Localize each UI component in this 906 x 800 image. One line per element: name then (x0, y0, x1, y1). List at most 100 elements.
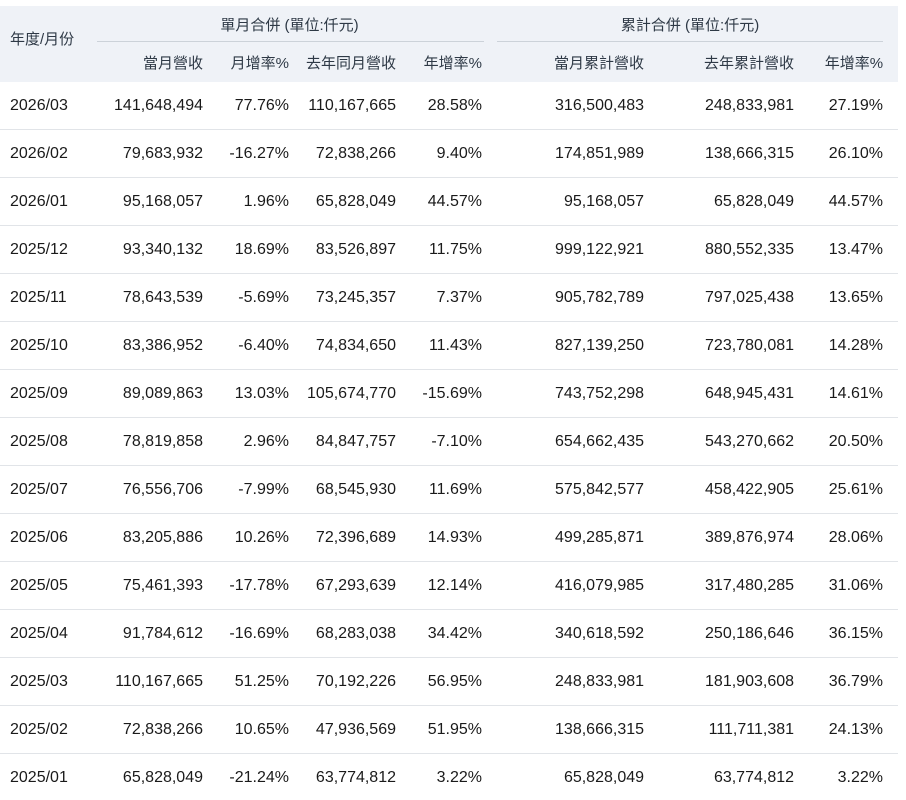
cell-prev-year-cumulative-revenue: 543,270,662 (646, 417, 797, 466)
cell-prev-year-cumulative-revenue: 63,774,812 (713, 768, 795, 786)
cell-prev-year-cumulative-revenue: 880,552,335 (646, 225, 797, 274)
cell-prev-year-month-revenue: 65,828,049 (291, 177, 398, 226)
cell-prev-year-cumulative-revenue: 250,186,646 (646, 609, 797, 658)
cell-yoy-growth: 56.95% (398, 657, 485, 706)
cell-cumulative-yoy-growth: 36.79% (796, 657, 899, 706)
cell-prev-year-month-revenue: 83,526,897 (291, 225, 398, 274)
cell-month: 2025/06 (0, 513, 95, 562)
cell-prev-year-month-revenue: 72,396,689 (291, 513, 398, 562)
cell-month: 2025/11 (0, 273, 95, 322)
cell-cumulative-yoy-growth: 27.19% (796, 82, 899, 130)
monthly-revenue-section: 年度/月份 單月合併 (單位:仟元) 累計合併 (單位:仟元) 當月營收 月增率… (0, 6, 899, 800)
cell-cumulative-yoy-growth: 24.13% (796, 705, 899, 754)
cell-yoy-growth: -15.69% (398, 369, 485, 418)
cell-cumulative-revenue: 575,842,577 (484, 465, 647, 514)
cell-cumulative-revenue: 654,662,435 (484, 417, 647, 466)
group-header-monthly-label: 單月合併 (單位:仟元) (220, 16, 359, 34)
cell-yoy-growth: 11.69% (398, 465, 485, 514)
cell-yoy-growth: 11.43% (398, 321, 485, 370)
cell-mom-growth: 13.03% (205, 369, 291, 418)
table-row: 2025/01 65,828,049 -21.24% 63,774,812 3.22% 6… (0, 754, 898, 800)
cell-prev-year-month-revenue: 72,838,266 (291, 129, 398, 178)
cell-prev-year-month-revenue: 73,245,357 (291, 273, 398, 322)
cell-monthly-revenue: 91,784,612 (95, 609, 205, 658)
cell-cumulative-yoy-growth: 25.61% (796, 465, 899, 514)
cell-cumulative-yoy-growth: 14.61% (796, 369, 899, 418)
cell-cumulative-yoy-growth: 13.65% (796, 273, 899, 322)
cell-month: 2025/01 (10, 768, 68, 786)
cell-monthly-revenue: 110,167,665 (95, 657, 205, 706)
cell-cumulative-revenue: 743,752,298 (484, 369, 647, 418)
cell-yoy-growth: -7.10% (398, 417, 485, 466)
table-row: 2025/08 78,819,858 2.96% 84,847,757 -7.10% 65… (0, 417, 899, 466)
table-row: 2025/03 110,167,665 51.25% 70,192,226 56.95%… (0, 657, 899, 706)
column-header-row: 當月營收 月增率% 去年同月營收 年增率% 當月累計營收 去年累計營收 年增率% (0, 42, 899, 82)
column-header-yoy-growth: 年增率% (398, 42, 485, 82)
cell-prev-year-cumulative-revenue: 389,876,974 (646, 513, 797, 562)
cell-yoy-growth: 34.42% (398, 609, 485, 658)
table-row: 2025/10 83,386,952 -6.40% 74,834,650 11.43% 8… (0, 321, 899, 370)
cell-cumulative-revenue: 95,168,057 (484, 177, 647, 226)
cell-mom-growth: -17.78% (205, 561, 291, 610)
cell-cumulative-yoy-growth: 20.50% (796, 417, 899, 466)
cell-yoy-growth: 28.58% (398, 82, 485, 130)
cell-cumulative-yoy-growth: 26.10% (796, 129, 899, 178)
cell-month: 2025/10 (0, 321, 95, 370)
table-row: 2026/02 79,683,932 -16.27% 72,838,266 9.40% 1… (0, 129, 899, 178)
table-row: 2026/01 95,168,057 1.96% 65,828,049 44.57% 95… (0, 177, 899, 226)
cell-monthly-revenue: 83,386,952 (95, 321, 205, 370)
cell-yoy-growth: 51.95% (398, 705, 485, 754)
column-header-cumulative-yoy-growth: 年增率% (796, 42, 899, 82)
cell-monthly-revenue: 78,819,858 (95, 417, 205, 466)
cell-prev-year-cumulative-revenue: 65,828,049 (646, 177, 797, 226)
cell-mom-growth: -21.24% (229, 768, 289, 786)
table-row: 2025/04 91,784,612 -16.69% 68,283,038 34.42%… (0, 609, 899, 658)
cell-mom-growth: -16.27% (205, 129, 291, 178)
cell-month: 2025/12 (0, 225, 95, 274)
cell-yoy-growth: 9.40% (398, 129, 485, 178)
table-row: 2025/05 75,461,393 -17.78% 67,293,639 12.14%… (0, 561, 899, 610)
table-row: 2025/06 83,205,886 10.26% 72,396,689 14.93% 4… (0, 513, 899, 562)
cell-prev-year-month-revenue: 110,167,665 (291, 82, 398, 130)
group-underline (497, 41, 884, 42)
cell-prev-year-cumulative-revenue: 138,666,315 (646, 129, 797, 178)
cell-prev-year-month-revenue: 74,834,650 (291, 321, 398, 370)
cell-prev-year-cumulative-revenue: 458,422,905 (646, 465, 797, 514)
cell-prev-year-month-revenue: 84,847,757 (291, 417, 398, 466)
cell-yoy-growth: 7.37% (398, 273, 485, 322)
column-header-cumulative-revenue: 當月累計營收 (484, 42, 647, 82)
cell-cumulative-revenue: 65,828,049 (563, 768, 645, 786)
table-row: 2025/07 76,556,706 -7.99% 68,545,930 11.69% 5… (0, 465, 899, 514)
cell-month: 2026/03 (0, 82, 95, 130)
cell-yoy-growth: 11.75% (398, 225, 485, 274)
cell-cumulative-yoy-growth: 36.15% (796, 609, 899, 658)
cell-monthly-revenue: 95,168,057 (95, 177, 205, 226)
cell-cumulative-revenue: 138,666,315 (484, 705, 647, 754)
cell-month: 2025/02 (0, 705, 95, 754)
table-row: 2026/03 141,648,494 77.76% 110,167,665 28.58… (0, 82, 899, 130)
cell-prev-year-cumulative-revenue: 317,480,285 (646, 561, 797, 610)
cell-month: 2026/01 (0, 177, 95, 226)
cell-month: 2025/05 (0, 561, 95, 610)
cell-month: 2025/03 (0, 657, 95, 706)
cell-mom-growth: 51.25% (205, 657, 291, 706)
cell-mom-growth: -6.40% (205, 321, 291, 370)
group-header-monthly: 單月合併 (單位:仟元) (95, 6, 485, 42)
cell-prev-year-month-revenue: 63,774,812 (315, 768, 396, 786)
cell-cumulative-revenue: 416,079,985 (484, 561, 647, 610)
cell-mom-growth: -16.69% (205, 609, 291, 658)
cell-monthly-revenue: 89,089,863 (95, 369, 205, 418)
cell-prev-year-month-revenue: 70,192,226 (291, 657, 398, 706)
column-header-monthly-revenue: 當月營收 (95, 42, 205, 82)
cell-prev-year-month-revenue: 105,674,770 (291, 369, 398, 418)
cell-month: 2026/02 (0, 129, 95, 178)
cell-mom-growth: -5.69% (205, 273, 291, 322)
cell-cumulative-revenue: 316,500,483 (484, 82, 647, 130)
cell-prev-year-month-revenue: 67,293,639 (291, 561, 398, 610)
cell-monthly-revenue: 93,340,132 (95, 225, 205, 274)
cell-monthly-revenue: 65,828,049 (122, 768, 203, 786)
cell-yoy-growth: 14.93% (398, 513, 485, 562)
cell-prev-year-cumulative-revenue: 797,025,438 (646, 273, 797, 322)
cell-cumulative-yoy-growth: 3.22% (837, 768, 884, 786)
cell-prev-year-cumulative-revenue: 181,903,608 (646, 657, 797, 706)
